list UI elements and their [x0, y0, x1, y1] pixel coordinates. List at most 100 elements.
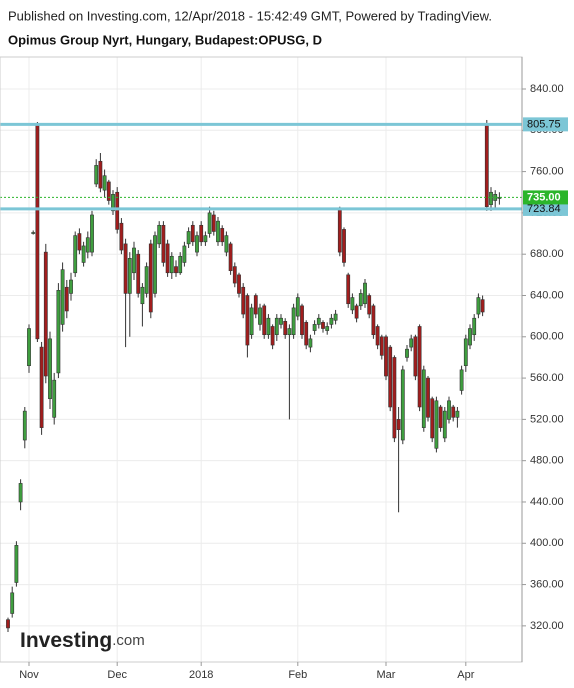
candle-body: [400, 369, 405, 441]
x-tick-label: Dec: [107, 669, 127, 681]
candle-body: [148, 243, 153, 313]
candle-body: [245, 295, 250, 346]
y-tick-label: 440.00: [530, 496, 564, 508]
candle-body: [144, 266, 149, 294]
candle-body: [207, 212, 212, 234]
candle-body: [35, 124, 40, 340]
candle-body: [266, 317, 271, 336]
candle-body: [308, 338, 313, 348]
level-label-box: [523, 201, 568, 216]
candle-body: [182, 245, 187, 263]
x-tick-label: 2018: [189, 669, 213, 681]
candle-body: [463, 338, 468, 366]
candle-body: [329, 317, 334, 325]
candle-body: [459, 369, 464, 391]
y-tick-label: 560.00: [530, 372, 564, 384]
candle-body: [438, 406, 443, 428]
candle-body: [224, 235, 229, 253]
y-tick-label: 400.00: [530, 537, 564, 549]
y-tick-label: 640.00: [530, 289, 564, 301]
x-tick-label: Feb: [288, 669, 307, 681]
candle-body: [228, 243, 233, 272]
candle-body: [480, 299, 485, 313]
candle-body: [300, 305, 304, 336]
y-tick-label: 480.00: [530, 455, 564, 467]
candle-body: [396, 419, 401, 431]
candle-body: [106, 181, 111, 201]
candle-body: [115, 191, 120, 230]
candle-body: [375, 326, 380, 346]
candle-body: [174, 266, 178, 274]
y-tick-label: 680.00: [530, 248, 564, 260]
level-label: 805.75: [527, 118, 561, 130]
candle-body: [211, 214, 216, 232]
candle-body: [22, 410, 27, 441]
candle-body: [132, 247, 136, 274]
candle-body: [295, 297, 300, 317]
candle-body: [169, 255, 174, 274]
candle-body: [405, 348, 409, 358]
y-tick-label: 840.00: [530, 83, 564, 95]
candle-body: [447, 400, 451, 420]
candle-body: [283, 321, 288, 336]
logo-suffix: .com: [112, 632, 145, 649]
candle-body: [342, 229, 346, 263]
candle-body: [195, 235, 199, 253]
candle-body: [52, 379, 57, 418]
candle-body: [178, 255, 183, 274]
candle-body: [392, 357, 397, 439]
candle-body: [6, 619, 10, 629]
candle-body: [119, 222, 124, 251]
candle-body: [476, 297, 481, 315]
candle-body: [153, 235, 157, 294]
candle-body: [258, 307, 262, 325]
candle-body: [136, 253, 141, 294]
candle-body: [367, 295, 372, 315]
last-price-box: [523, 190, 568, 205]
y-tick-label: 360.00: [530, 578, 564, 590]
candle-body: [346, 274, 351, 305]
candle-body: [14, 545, 19, 583]
candle-body: [232, 266, 237, 284]
candle-body: [430, 398, 435, 439]
candle-body: [203, 235, 208, 243]
candle-body: [190, 224, 195, 243]
candle-body: [321, 322, 325, 329]
candle-body: [388, 346, 393, 408]
candle-body: [417, 326, 422, 408]
logo: Investing.com: [20, 629, 145, 652]
candle-body: [497, 197, 502, 199]
candle-body: [220, 228, 225, 243]
candle-body: [237, 274, 241, 294]
y-tick-label: 760.00: [530, 166, 564, 178]
published-note: Published on Investing.com, 12/Apr/2018 …: [8, 8, 492, 23]
candle-body: [216, 220, 220, 243]
candle-body: [409, 338, 414, 348]
candle-body: [325, 326, 330, 331]
candle-body: [140, 286, 145, 305]
y-tick-label: 320.00: [530, 620, 564, 632]
candle-body: [69, 279, 73, 294]
candle-body: [262, 305, 267, 336]
candle-body: [442, 410, 447, 439]
candle-body: [64, 286, 69, 312]
candle-body: [316, 317, 321, 325]
last-price-label: 735.00: [527, 191, 561, 203]
candle-body: [165, 243, 170, 274]
chart-title: Opimus Group Nyrt, Hungary, Budapest:OPU…: [8, 32, 322, 47]
candle-body: [253, 295, 258, 315]
candle-body: [77, 233, 82, 251]
candle-body: [123, 243, 128, 294]
y-tick-label: 600.00: [530, 331, 564, 343]
candle-body: [426, 377, 430, 418]
candle-body: [468, 328, 472, 346]
candle-body: [489, 191, 493, 205]
x-tick-label: Nov: [19, 669, 39, 681]
candle-body: [451, 406, 456, 418]
candle-body: [379, 336, 384, 356]
level-label: 723.84: [527, 203, 561, 215]
x-tick-label: Apr: [457, 669, 474, 681]
logo-main: Investing: [20, 629, 112, 652]
